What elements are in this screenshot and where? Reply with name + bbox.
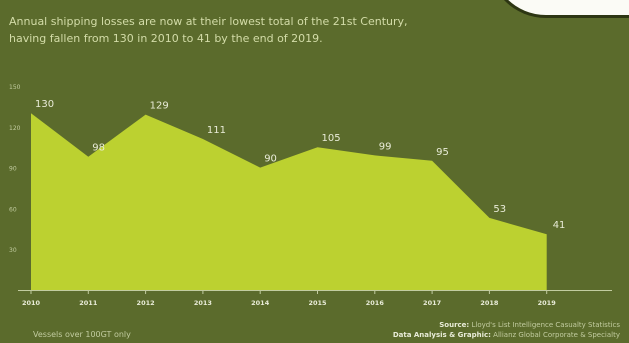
data-label: 129 — [150, 101, 169, 112]
data-label: 99 — [379, 141, 392, 152]
source-attribution: Source: Lloyd's List Intelligence Casual… — [393, 320, 620, 340]
analysis-text: Allianz Global Corporate & Specialty — [493, 331, 620, 339]
chart-subtitle: Annual shipping losses are now at their … — [9, 15, 408, 45]
y-tick-label: 60 — [9, 206, 17, 213]
y-tick-label: 150 — [9, 84, 21, 91]
data-label: 130 — [35, 99, 54, 110]
x-tick-label: 2014 — [251, 299, 270, 307]
analysis-label: Data Analysis & Graphic: — [392, 331, 491, 339]
data-label: 95 — [436, 147, 449, 158]
data-label: 105 — [322, 133, 341, 144]
source-label: Source: — [439, 321, 470, 329]
x-tick-label: 2011 — [79, 299, 98, 307]
chart-footnote: Vessels over 100GT only — [33, 330, 131, 339]
data-label: 90 — [264, 154, 277, 165]
data-label: 53 — [493, 204, 506, 215]
x-tick-label: 2019 — [538, 299, 557, 307]
source-row: Source: Lloyd's List Intelligence Casual… — [393, 320, 620, 330]
x-tick-label: 2010 — [22, 299, 41, 307]
x-tick-label: 2012 — [137, 299, 155, 307]
y-tick-label: 90 — [9, 166, 17, 173]
x-tick-label: 2018 — [480, 299, 499, 307]
x-tick-label: 2017 — [423, 299, 441, 307]
source-text: Lloyd's List Intelligence Casualty Stati… — [471, 321, 620, 329]
series-area — [31, 113, 547, 290]
x-tick-label: 2013 — [194, 299, 212, 307]
data-label: 98 — [92, 143, 105, 154]
data-label: 41 — [553, 220, 566, 231]
x-tick-label: 2016 — [366, 299, 385, 307]
x-tick-label: 2015 — [308, 299, 327, 307]
analysis-row: Data Analysis & Graphic: Allianz Global … — [393, 330, 620, 340]
y-tick-label: 120 — [9, 125, 21, 132]
y-tick-label: 30 — [9, 247, 17, 254]
data-label: 111 — [207, 125, 226, 136]
